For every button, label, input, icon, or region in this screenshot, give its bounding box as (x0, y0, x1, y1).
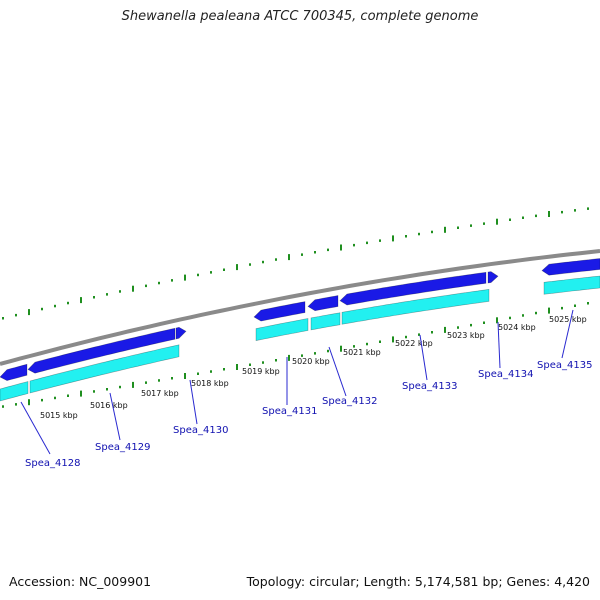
gene-leader-line (109, 392, 121, 441)
kbp-label: 5017 kbp (141, 389, 179, 398)
kbp-label: 5018 kbp (191, 379, 229, 388)
cds-spea-4128 (0, 363, 28, 381)
gene-label: Spea_4132 (322, 396, 377, 407)
gene-leader-line (561, 309, 574, 359)
gene-label: Spea_4133 (402, 381, 457, 392)
genome-backbone (0, 249, 600, 366)
kbp-label: 5015 kbp (40, 411, 78, 420)
gene-leader-line (20, 401, 51, 455)
gene-leader-line (328, 346, 347, 397)
cds-spea-4129 (27, 327, 176, 374)
kbp-label: 5016 kbp (90, 401, 128, 410)
gene-spea-4135 (543, 275, 600, 295)
gene-leader-line (497, 321, 501, 369)
cds-spea-4135 (541, 258, 600, 276)
kbp-label: 5022 kbp (395, 339, 433, 348)
kbp-label: 5024 kbp (498, 323, 536, 332)
kbp-label: 5020 kbp (292, 357, 330, 366)
topology-text: Topology: circular; Length: 5,174,581 bp… (246, 574, 590, 589)
gene-spea-4129 (29, 344, 180, 394)
kbp-label: 5021 kbp (343, 348, 381, 357)
gene-leader-line (419, 334, 428, 381)
kbp-label: 5019 kbp (242, 367, 280, 376)
gene-spea-4132 (310, 312, 341, 331)
gene-label: Spea_4129 (95, 442, 150, 453)
cds-spea-4131 (253, 301, 306, 322)
gene-spea-4133 (341, 289, 490, 325)
gene-label: Spea_4130 (173, 425, 228, 436)
kbp-label: 5025 kbp (549, 315, 587, 324)
gene-label: Spea_4134 (478, 369, 533, 380)
gene-label: Spea_4131 (262, 406, 317, 417)
kbp-label: 5023 kbp (447, 331, 485, 340)
gene-label: Spea_4135 (537, 360, 592, 371)
gene-label: Spea_4128 (25, 458, 80, 469)
gene-spea-4131 (255, 318, 309, 341)
cds-spea-4130 (175, 326, 187, 340)
cds-spea-4134 (487, 271, 499, 284)
cds-spea-4132 (307, 295, 339, 312)
gene-leader-line (189, 379, 198, 425)
cds-spea-4133 (339, 271, 487, 306)
accession-text: Accession: NC_009901 (9, 574, 152, 589)
map-title: Shewanella pealeana ATCC 700345, complet… (121, 9, 479, 24)
gene-spea-4128 (0, 381, 29, 402)
